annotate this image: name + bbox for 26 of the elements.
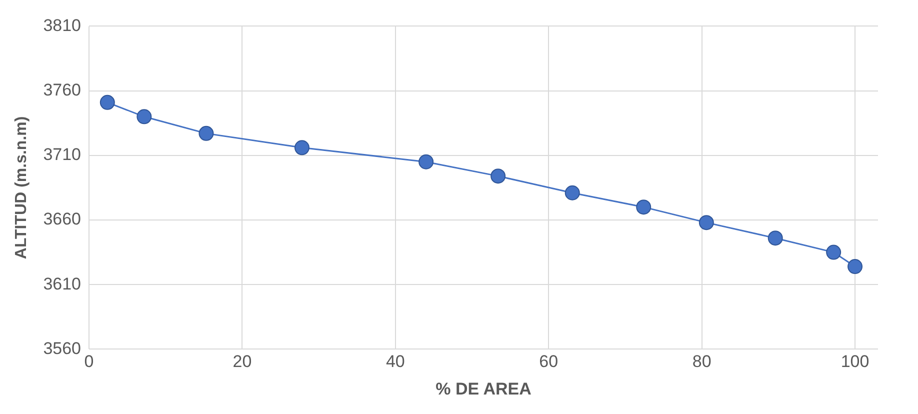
x-tick-label: 40 <box>386 352 405 372</box>
x-tick-label: 80 <box>692 352 712 372</box>
point <box>136 109 152 124</box>
y-tick-label: 3760 <box>43 80 82 100</box>
point <box>100 94 115 110</box>
point <box>826 244 842 260</box>
y-tick-label: 3810 <box>43 16 82 35</box>
point <box>698 215 714 230</box>
point <box>198 126 214 141</box>
point <box>490 168 506 184</box>
y-tick-label: 3610 <box>43 274 82 294</box>
y-tick-label: 3710 <box>43 145 82 164</box>
x-axis-title: % DE AREA <box>436 379 532 398</box>
point <box>768 230 783 246</box>
point <box>564 185 580 200</box>
x-tick-label: 100 <box>840 352 870 372</box>
point <box>418 154 434 170</box>
y-axis-title: ALTITUD (m.s.n.m) <box>13 116 30 260</box>
x-tick-label: 0 <box>84 352 94 372</box>
x-tick-label: 20 <box>232 352 252 372</box>
y-tick-label: 3660 <box>43 210 82 229</box>
point <box>636 200 652 215</box>
x-tick-label: 60 <box>539 352 558 372</box>
point <box>848 259 863 274</box>
point <box>294 140 310 156</box>
y-tick-label: 3560 <box>43 338 82 358</box>
